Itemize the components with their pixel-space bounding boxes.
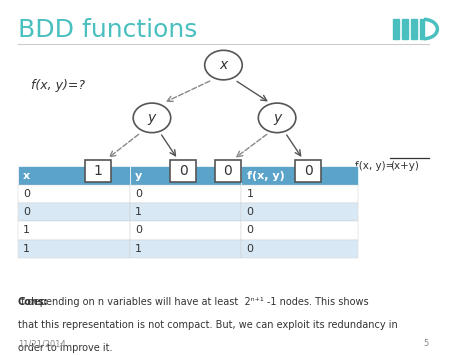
FancyBboxPatch shape — [18, 166, 129, 185]
FancyBboxPatch shape — [241, 166, 357, 185]
FancyBboxPatch shape — [241, 203, 357, 221]
FancyBboxPatch shape — [241, 240, 357, 258]
FancyBboxPatch shape — [85, 160, 111, 181]
Text: order to improve it.: order to improve it. — [18, 343, 112, 353]
Text: 0: 0 — [246, 225, 254, 235]
Text: f depending on n variables will have at least  2ⁿ⁺¹ -1 nodes. This shows: f depending on n variables will have at … — [18, 297, 368, 307]
FancyBboxPatch shape — [18, 203, 129, 221]
FancyBboxPatch shape — [295, 160, 321, 181]
Bar — [402, 20, 408, 39]
Text: 1: 1 — [23, 225, 30, 235]
FancyBboxPatch shape — [241, 185, 357, 203]
Text: 1: 1 — [135, 244, 142, 254]
FancyBboxPatch shape — [129, 203, 241, 221]
Text: 0: 0 — [135, 225, 142, 235]
Text: x: x — [219, 58, 228, 72]
Text: 1: 1 — [94, 164, 103, 178]
Text: BDD functions: BDD functions — [18, 18, 197, 42]
Text: 1: 1 — [135, 207, 142, 217]
Text: 0: 0 — [23, 207, 30, 217]
Text: (x+y): (x+y) — [390, 161, 419, 171]
FancyBboxPatch shape — [129, 185, 241, 203]
Circle shape — [258, 103, 296, 133]
Text: 1: 1 — [23, 244, 30, 254]
Text: 0: 0 — [23, 189, 30, 199]
FancyBboxPatch shape — [170, 160, 196, 181]
FancyBboxPatch shape — [18, 221, 129, 240]
Text: f(x, y)=: f(x, y)= — [356, 161, 398, 171]
Bar — [420, 20, 424, 39]
Text: Cons:: Cons: — [18, 297, 48, 307]
Text: 5: 5 — [424, 339, 429, 348]
Text: 0: 0 — [246, 244, 254, 254]
Text: 0: 0 — [224, 164, 232, 178]
Text: y: y — [148, 111, 156, 125]
FancyBboxPatch shape — [241, 221, 357, 240]
Text: 0: 0 — [246, 207, 254, 217]
FancyBboxPatch shape — [129, 221, 241, 240]
FancyBboxPatch shape — [18, 185, 129, 203]
FancyBboxPatch shape — [129, 240, 241, 258]
Bar — [411, 20, 417, 39]
Text: 11/21/2014: 11/21/2014 — [18, 339, 65, 348]
FancyBboxPatch shape — [18, 240, 129, 258]
Text: f(x, y)=?: f(x, y)=? — [31, 79, 85, 92]
FancyBboxPatch shape — [215, 160, 241, 181]
Text: x: x — [23, 170, 30, 181]
Text: y: y — [273, 111, 281, 125]
Circle shape — [205, 50, 242, 80]
Circle shape — [133, 103, 171, 133]
FancyBboxPatch shape — [129, 166, 241, 185]
Bar — [393, 20, 399, 39]
Text: f(x, y): f(x, y) — [246, 170, 284, 181]
Text: 0: 0 — [304, 164, 313, 178]
Text: 1: 1 — [246, 189, 254, 199]
Text: 0: 0 — [135, 189, 142, 199]
Text: 0: 0 — [179, 164, 188, 178]
Text: that this representation is not compact. But, we can exploit its redundancy in: that this representation is not compact.… — [18, 320, 398, 330]
Text: y: y — [135, 170, 142, 181]
